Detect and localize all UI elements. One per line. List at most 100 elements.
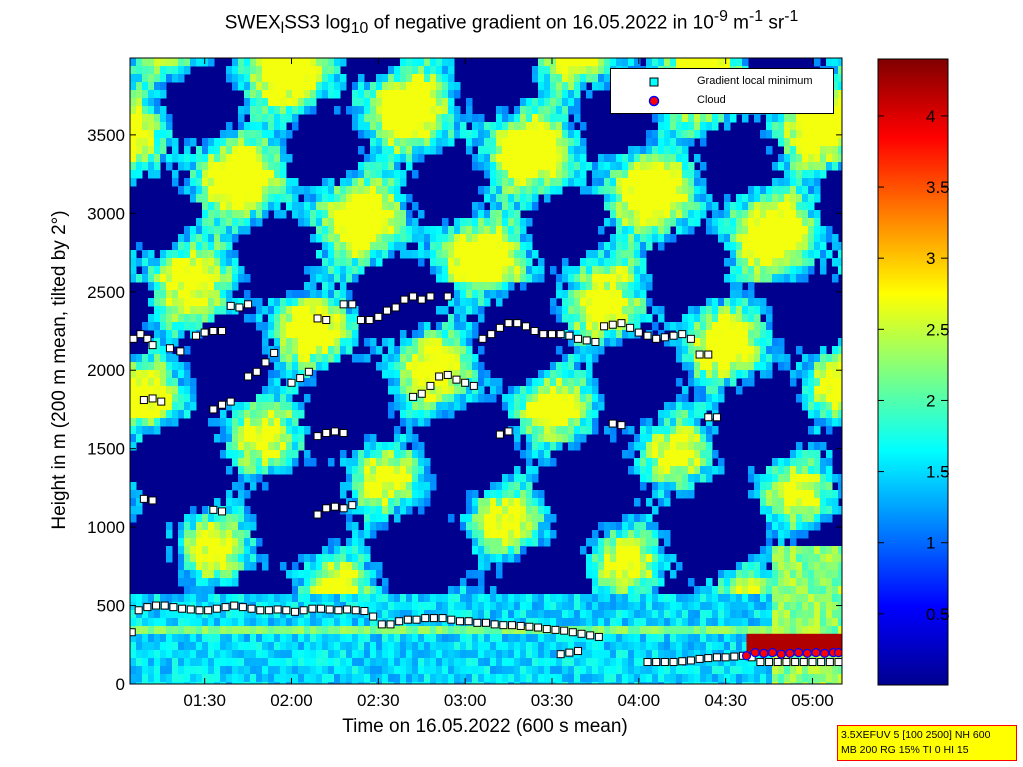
- gradient-minimum-marker: [712, 653, 721, 662]
- gradient-minimum-marker: [686, 334, 695, 343]
- x-tick-label: 03:00: [444, 691, 487, 710]
- gradient-minimum-marker: [704, 413, 713, 422]
- gradient-minimum-marker: [521, 322, 530, 331]
- gradient-minimum-marker: [678, 657, 687, 666]
- gradient-minimum-marker: [313, 510, 322, 519]
- gradient-minimum-marker: [565, 648, 574, 657]
- gradient-minimum-marker: [678, 330, 687, 339]
- gradient-minimum-marker: [339, 504, 348, 513]
- gradient-minimum-marker: [143, 334, 152, 343]
- gradient-minimum-marker: [273, 605, 282, 614]
- gradient-minimum-marker: [669, 658, 678, 667]
- gradient-minimum-marker: [313, 314, 322, 323]
- gradient-minimum-marker: [226, 397, 235, 406]
- cloud-marker: [833, 648, 842, 658]
- gradient-minimum-marker: [139, 494, 148, 503]
- gradient-minimum-marker: [143, 603, 152, 612]
- gradient-minimum-marker: [652, 334, 661, 343]
- gradient-minimum-marker: [374, 312, 383, 321]
- gradient-minimum-marker: [209, 505, 218, 514]
- gradient-minimum-marker: [508, 621, 517, 630]
- gradient-minimum-marker: [351, 606, 360, 615]
- gradient-minimum-marker: [669, 331, 678, 340]
- marker-layer: [130, 292, 842, 667]
- gradient-minimum-marker: [568, 628, 577, 637]
- gradient-minimum-marker: [608, 419, 617, 428]
- colorbar-tick-label: 4: [926, 107, 935, 126]
- gradient-minimum-marker: [516, 621, 525, 630]
- x-tick-label: 01:30: [183, 691, 226, 710]
- gradient-minimum-marker: [360, 607, 369, 616]
- gradient-minimum-marker: [525, 622, 534, 631]
- gradient-minimum-marker: [322, 316, 331, 325]
- gradient-minimum-marker: [704, 654, 713, 663]
- gradient-minimum-marker: [461, 378, 470, 387]
- gradient-minimum-marker: [365, 316, 374, 325]
- gradient-minimum-marker: [209, 405, 218, 414]
- gradient-minimum-marker: [594, 632, 603, 641]
- gradient-minimum-marker: [482, 618, 490, 627]
- gradient-minimum-marker: [574, 334, 583, 343]
- gradient-minimum-marker: [487, 330, 496, 339]
- gradient-minimum-marker: [756, 658, 765, 667]
- gradient-minimum-marker: [247, 604, 256, 613]
- x-tick-label: 03:30: [531, 691, 574, 710]
- x-tick-label: 02:00: [270, 691, 313, 710]
- gradient-minimum-marker: [791, 658, 800, 667]
- gradient-minimum-marker: [608, 320, 617, 329]
- y-tick-label: 2500: [87, 283, 125, 302]
- gradient-minimum-marker: [383, 306, 392, 315]
- gradient-minimum-marker: [230, 601, 239, 610]
- gradient-minimum-marker: [591, 337, 600, 346]
- gradient-minimum-marker: [660, 333, 669, 342]
- gradient-minimum-marker: [322, 504, 331, 513]
- gradient-minimum-marker: [218, 326, 227, 335]
- gradient-minimum-marker: [542, 625, 551, 634]
- gradient-minimum-marker: [556, 330, 565, 339]
- cloud-marker: [802, 648, 812, 659]
- y-tick-label: 500: [97, 597, 125, 616]
- gradient-minimum-marker: [136, 330, 145, 339]
- gradient-minimum-marker: [455, 617, 464, 626]
- gradient-minimum-marker: [834, 658, 842, 667]
- gradient-minimum-marker: [825, 658, 834, 667]
- gradient-minimum-marker: [176, 347, 185, 356]
- gradient-minimum-marker: [495, 430, 504, 439]
- gradient-minimum-marker: [409, 392, 418, 401]
- gradient-minimum-marker: [464, 617, 473, 626]
- gradient-minimum-marker: [369, 612, 378, 621]
- gradient-minimum-marker: [577, 629, 586, 638]
- gradient-minimum-marker: [695, 654, 704, 663]
- gradient-minimum-marker: [586, 631, 595, 640]
- gradient-minimum-marker: [443, 370, 452, 379]
- cloud-marker: [793, 648, 804, 658]
- gradient-minimum-marker: [186, 605, 195, 614]
- gradient-minimum-marker: [256, 606, 265, 615]
- info-box: 3.5XEFUV 5 [100 2500] NH 600 MB 200 RG 1…: [837, 725, 1017, 761]
- gradient-minimum-marker: [495, 323, 504, 332]
- colorbar-tick-label: 1: [926, 534, 935, 553]
- gradient-minimum-marker: [539, 330, 548, 339]
- gradient-minimum-marker: [782, 658, 791, 667]
- gradient-minimum-marker: [377, 620, 386, 629]
- circle-marker-icon: [648, 95, 660, 107]
- gradient-minimum-marker: [322, 428, 331, 437]
- gradient-minimum-marker: [325, 605, 334, 614]
- colorbar-tick-label: 3.5: [926, 178, 950, 197]
- gradient-minimum-marker: [417, 295, 426, 304]
- gradient-minimum-marker: [438, 614, 447, 623]
- y-tick-label: 1000: [87, 518, 125, 537]
- gradient-minimum-marker: [643, 658, 652, 667]
- gradient-minimum-marker: [282, 606, 291, 615]
- colorbar-tick-label: 2: [926, 391, 935, 410]
- legend-item-gradient: Gradient local minimum: [611, 73, 833, 91]
- info-line-2: MB 200 RG 15% TI 0 HI 15: [841, 744, 969, 756]
- gradient-minimum-marker: [218, 400, 227, 409]
- gradient-minimum-marker: [339, 300, 348, 309]
- gradient-minimum-marker: [348, 300, 357, 309]
- gradient-minimum-marker: [264, 606, 273, 615]
- gradient-minimum-marker: [152, 601, 161, 610]
- gradient-minimum-marker: [343, 605, 352, 614]
- gradient-minimum-marker: [560, 626, 569, 635]
